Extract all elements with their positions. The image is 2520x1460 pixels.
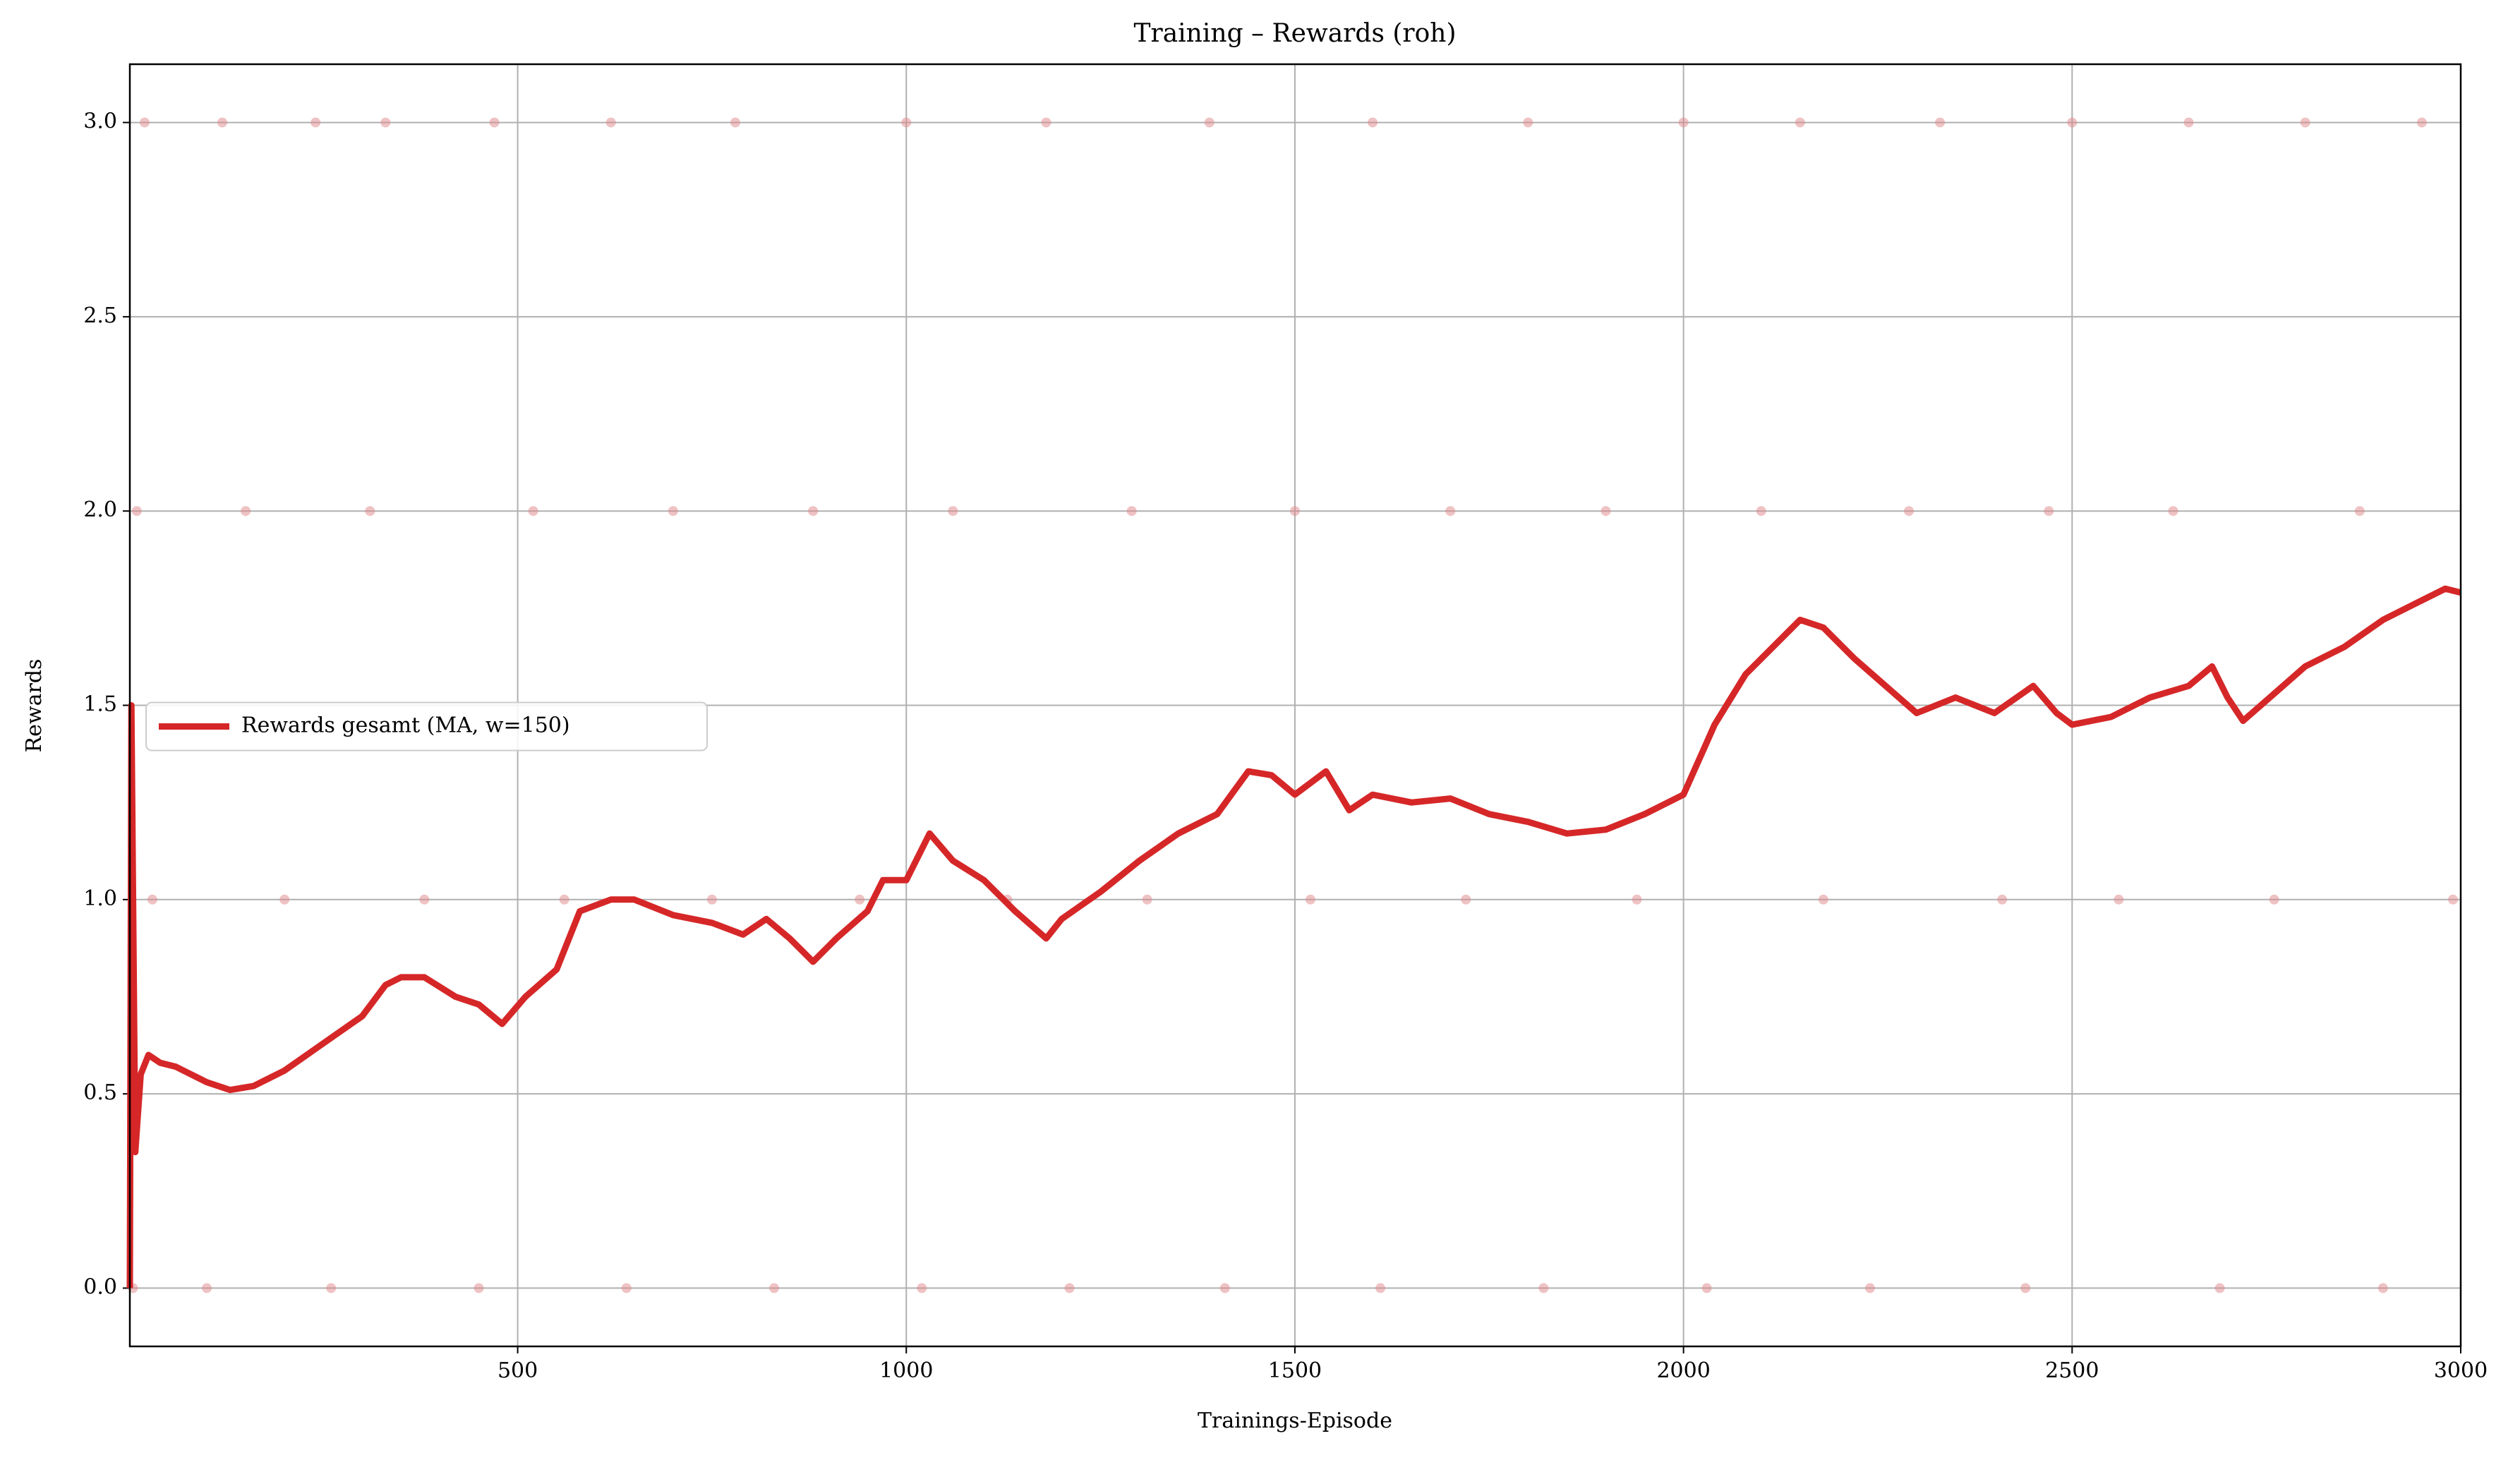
raw-point xyxy=(2067,117,2078,128)
raw-point xyxy=(1289,506,1300,517)
raw-point xyxy=(1678,117,1689,128)
legend-label: Rewards gesamt (MA, w=150) xyxy=(241,713,570,738)
y-tick-label: 0.0 xyxy=(83,1274,117,1299)
raw-point xyxy=(855,894,865,905)
raw-point xyxy=(1904,506,1915,517)
raw-point xyxy=(1445,506,1456,517)
raw-point xyxy=(2269,894,2279,905)
chart-title: Training – Rewards (roh) xyxy=(1133,19,1456,48)
raw-point xyxy=(2447,894,2458,905)
raw-point xyxy=(1538,1283,1549,1293)
y-tick-label: 1.5 xyxy=(83,692,117,717)
raw-point xyxy=(326,1283,337,1293)
raw-point xyxy=(1461,894,1471,905)
raw-point xyxy=(1126,506,1137,517)
raw-point xyxy=(1368,117,1378,128)
raw-point xyxy=(2114,894,2124,905)
x-axis-label: Trainings-Episode xyxy=(1198,1408,1392,1433)
raw-point xyxy=(1305,894,1315,905)
legend-box xyxy=(145,701,708,752)
raw-point xyxy=(241,506,251,517)
raw-point xyxy=(1864,1283,1875,1293)
x-tick-label: 2500 xyxy=(2045,1358,2099,1383)
raw-point xyxy=(2354,506,2365,517)
raw-point xyxy=(706,894,717,905)
raw-point xyxy=(419,894,430,905)
raw-point xyxy=(1632,894,1642,905)
raw-point xyxy=(808,506,819,517)
raw-point xyxy=(769,1283,780,1293)
raw-point xyxy=(901,117,912,128)
raw-point xyxy=(1756,506,1766,517)
raw-point xyxy=(605,117,616,128)
raw-point xyxy=(147,894,157,905)
raw-point xyxy=(1523,117,1533,128)
raw-point xyxy=(1204,117,1214,128)
raw-point xyxy=(2214,1283,2225,1293)
raw-point xyxy=(474,1283,484,1293)
y-tick-label: 3.0 xyxy=(83,109,117,134)
x-tick-label: 500 xyxy=(498,1358,538,1383)
raw-point xyxy=(948,506,958,517)
raw-point xyxy=(621,1283,632,1293)
raw-point xyxy=(1997,894,2008,905)
raw-point xyxy=(668,506,678,517)
y-tick-label: 2.5 xyxy=(83,303,117,328)
x-tick-label: 2000 xyxy=(1656,1358,1710,1383)
raw-point xyxy=(2020,1283,2031,1293)
x-tick-label: 3000 xyxy=(2434,1358,2488,1383)
legend: Rewards gesamt (MA, w=150) xyxy=(145,701,708,752)
raw-point xyxy=(2044,506,2054,517)
raw-point xyxy=(380,117,391,128)
raw-point xyxy=(528,506,538,517)
raw-point xyxy=(2300,117,2310,128)
raw-point xyxy=(730,117,740,128)
raw-point xyxy=(1219,1283,1230,1293)
raw-point xyxy=(559,894,569,905)
raw-point xyxy=(1142,894,1152,905)
raw-point xyxy=(1818,894,1828,905)
raw-point xyxy=(131,506,142,517)
raw-point xyxy=(139,117,150,128)
raw-point xyxy=(365,506,375,517)
raw-point xyxy=(1375,1283,1386,1293)
raw-point xyxy=(1041,117,1051,128)
y-tick-label: 1.0 xyxy=(83,886,117,911)
raw-point xyxy=(489,117,500,128)
raw-point xyxy=(279,894,290,905)
raw-point xyxy=(1795,117,1805,128)
raw-point xyxy=(917,1283,927,1293)
plot-frame xyxy=(128,63,2462,1348)
moving-average-line xyxy=(126,585,2462,1289)
x-tick-label: 1000 xyxy=(879,1358,933,1383)
raw-point xyxy=(2183,117,2194,128)
raw-point xyxy=(2416,117,2427,128)
raw-point xyxy=(1064,1283,1075,1293)
raw-point xyxy=(217,117,228,128)
x-tick-label: 1500 xyxy=(1268,1358,1322,1383)
raw-point xyxy=(1935,117,1946,128)
raw-point xyxy=(311,117,321,128)
raw-point xyxy=(2168,506,2178,517)
y-axis-label: Rewards xyxy=(22,659,47,753)
raw-point xyxy=(1701,1283,1712,1293)
raw-point xyxy=(202,1283,212,1293)
y-tick-label: 0.5 xyxy=(83,1080,117,1105)
y-tick-label: 2.0 xyxy=(83,497,117,522)
raw-point xyxy=(2377,1283,2388,1293)
raw-point xyxy=(1600,506,1611,517)
